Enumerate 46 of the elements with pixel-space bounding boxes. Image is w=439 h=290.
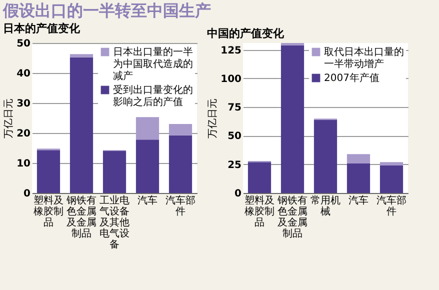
bar xyxy=(380,162,404,166)
bar xyxy=(380,166,404,193)
bar xyxy=(248,162,272,193)
legend-label: 2007年产值 xyxy=(324,72,380,84)
bar xyxy=(70,54,94,58)
bar xyxy=(280,45,304,193)
x-tick-label: 汽车部件 xyxy=(166,194,196,218)
y-tick-label: 10 xyxy=(16,158,31,170)
x-tick-label: 工业电气设备及其他电气设备 xyxy=(100,194,130,250)
x-tick-label: 汽车部件 xyxy=(376,194,406,218)
chart-title: 假设出口的一半转至中国生产 xyxy=(2,1,212,20)
y-axis-title: 万亿日元 xyxy=(208,98,219,138)
x-tick-label: 塑料及橡胶制品 xyxy=(34,194,64,228)
bar xyxy=(346,154,370,164)
y-tick-label: 75 xyxy=(228,102,242,114)
y-tick-label: 30 xyxy=(16,98,31,110)
x-tick-label: 钢铁有色金属及金属制品 xyxy=(276,194,308,240)
bar xyxy=(168,135,192,193)
bar xyxy=(36,150,60,193)
y-tick-label: 50 xyxy=(16,38,31,50)
bar xyxy=(168,124,192,136)
legend-label: 日本出口量的一半为中国取代造成的减产 xyxy=(113,46,193,82)
y-tick-label: 40 xyxy=(16,68,31,80)
bar xyxy=(314,120,338,193)
y-tick-label: 25 xyxy=(228,160,242,171)
y-tick-label: 100 xyxy=(220,74,242,85)
legend-label: 受到出口量变化的影响之后的产值 xyxy=(113,84,193,108)
chart-title: 中国的产值变化 xyxy=(207,27,286,40)
bar xyxy=(70,57,94,193)
x-tick-label: 汽车 xyxy=(348,194,368,206)
x-tick-label: 塑料及橡胶制品 xyxy=(244,194,274,228)
chart-subtitle: 日本的产值变化 xyxy=(3,22,82,35)
y-axis-title: 万亿日元 xyxy=(4,98,15,138)
x-tick-label: 汽车 xyxy=(138,194,158,206)
x-tick-label: 钢铁有色金属及金属制品 xyxy=(66,194,96,240)
bar xyxy=(102,151,126,193)
bar xyxy=(136,117,160,140)
bar xyxy=(346,163,370,193)
y-tick-label: 125 xyxy=(220,45,242,56)
x-tick-label: 常用机械 xyxy=(310,194,340,218)
y-tick-label: 50 xyxy=(228,131,242,142)
y-tick-label: 0 xyxy=(234,188,242,200)
bar xyxy=(136,140,160,193)
y-tick-label: 20 xyxy=(16,128,31,140)
legend-label: 取代日本出口量的一半带动增产 xyxy=(324,46,404,70)
y-tick-label: 0 xyxy=(24,188,31,200)
